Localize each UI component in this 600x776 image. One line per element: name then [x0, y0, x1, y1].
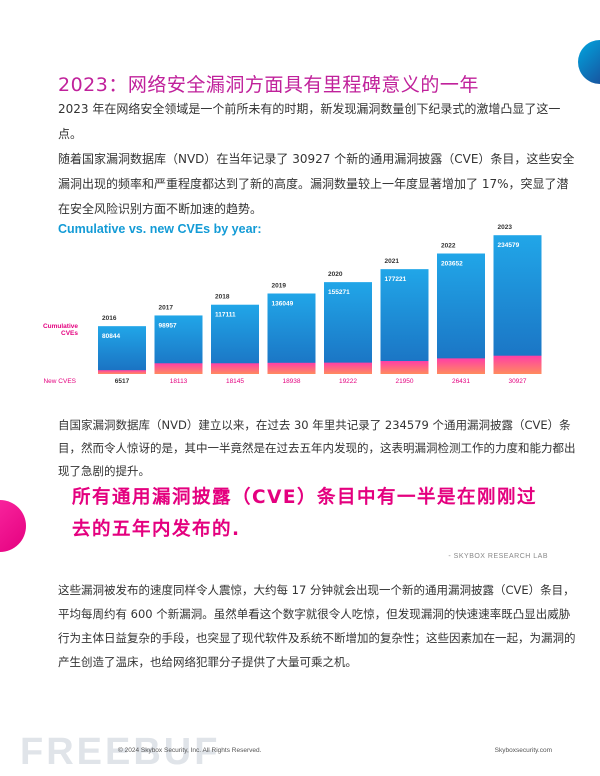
detail-paragraph: 这些漏洞被发布的速度同样令人震惊，大约每 17 分钟就会出现一个新的通用漏洞披露…	[58, 583, 576, 669]
page-heading: 2023：网络安全漏洞方面具有里程碑意义的一年	[58, 74, 479, 96]
footer: FREEBUF © 2024 Skybox Security, Inc. All…	[0, 731, 600, 776]
cumulative-value-2017: 98957	[159, 322, 177, 329]
bar-new-2022	[437, 358, 485, 374]
summary-paragraph: 自国家漏洞数据库（NVD）建立以来，在过去 30 年里共记录了 234579 个…	[58, 418, 576, 478]
year-label-2020: 2020	[328, 271, 343, 278]
year-label-2016: 2016	[102, 315, 117, 322]
new-value-2022: 26431	[452, 378, 470, 385]
bar-new-2017	[154, 363, 203, 374]
new-value-2018: 18145	[226, 378, 244, 385]
bar-cumulative-2022	[437, 253, 485, 374]
new-value-2019: 18938	[282, 378, 300, 385]
bar-cumulative-2021	[380, 269, 429, 374]
decorative-circle-blue	[578, 40, 600, 84]
bar-new-2021	[380, 361, 429, 374]
cumulative-value-2020: 155271	[328, 289, 350, 296]
year-label-2018: 2018	[215, 294, 230, 301]
bar-cumulative-2020	[324, 282, 372, 374]
cumulative-value-2016: 80844	[102, 333, 120, 340]
bar-cumulative-2023	[493, 235, 542, 374]
cumulative-value-2019: 136049	[272, 301, 294, 308]
pull-quote: 所有通用漏洞披露（CVE）条目中有一半是在刚刚过去的五年内发布的.	[72, 487, 538, 540]
cve-bar-chart: 2016 80844 6517 2017 98957 18113 2018 117111 181…	[43, 224, 542, 385]
legend-cumulative-cves: Cumulative CVEs	[43, 323, 78, 337]
cumulative-value-2021: 177221	[385, 276, 407, 283]
footer-copyright: © 2024 Skybox Security, Inc. All Rights …	[118, 747, 262, 754]
quote-attribution: - SKYBOX RESEARCH LAB	[448, 553, 548, 560]
cumulative-value-2022: 203652	[441, 261, 463, 268]
intro-paragraph: 2023 年在网络安全领域是一个前所未有的时期，新发现漏洞数量创下纪录式的激增凸…	[58, 97, 578, 222]
watermark-logo: FREEBUF	[20, 731, 221, 773]
cumulative-value-2023: 234579	[498, 242, 520, 249]
legend-new-cves: New CVES	[43, 378, 76, 385]
bar-new-2023	[493, 355, 542, 374]
bar-cumulative-2016	[98, 326, 146, 374]
cumulative-value-2018: 117111	[215, 312, 236, 319]
new-value-2023: 30927	[508, 378, 526, 385]
new-value-2016: 6517	[115, 378, 130, 385]
footer-website-link[interactable]: Skyboxsecurity.com	[494, 747, 552, 754]
bar-new-2016	[98, 370, 146, 374]
year-label-2017: 2017	[159, 304, 174, 311]
bar-cumulative-2018	[211, 304, 259, 374]
year-label-2022: 2022	[441, 243, 456, 250]
bar-new-2020	[324, 362, 372, 374]
chart-title: Cumulative vs. new CVEs by year:	[58, 222, 262, 236]
bar-cumulative-2019	[267, 293, 316, 374]
new-value-2017: 18113	[170, 378, 188, 385]
year-label-2023: 2023	[498, 224, 513, 231]
year-label-2021: 2021	[385, 258, 400, 265]
intro-line-2: 随着国家漏洞数据库（NVD）在当年记录了 30927 个新的通用漏洞披露（CVE…	[58, 152, 575, 216]
intro-line-1: 2023 年在网络安全领域是一个前所未有的时期，新发现漏洞数量创下纪录式的激增凸…	[58, 102, 561, 141]
bar-new-2018	[211, 363, 259, 374]
new-value-2020: 19222	[339, 378, 357, 385]
new-value-2021: 21950	[395, 378, 413, 385]
year-label-2019: 2019	[272, 283, 287, 290]
decorative-circle-pink	[0, 500, 26, 552]
bar-new-2019	[267, 362, 316, 374]
